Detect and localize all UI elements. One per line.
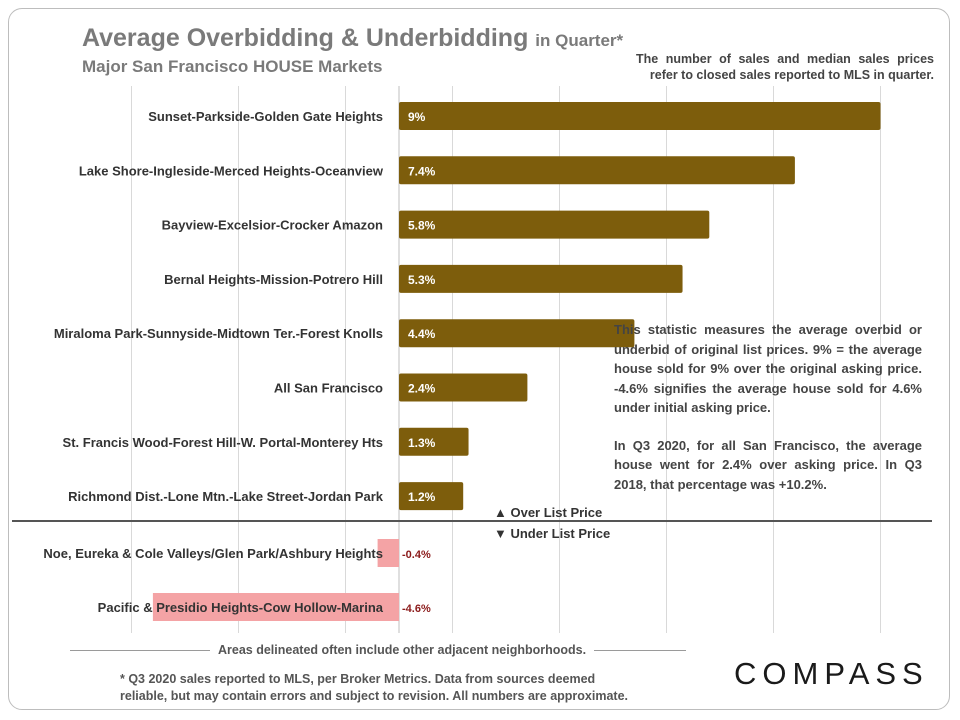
- data-label: 2.4%: [408, 382, 436, 396]
- bar: [399, 427, 469, 456]
- over-list-price-label: ▲ Over List Price: [494, 505, 602, 520]
- category-label: Bernal Heights-Mission-Potrero Hill: [164, 272, 383, 287]
- bar: [399, 156, 795, 185]
- bar: [399, 264, 683, 293]
- under-list-price-label: ▼ Under List Price: [494, 526, 610, 541]
- bar: [399, 210, 710, 239]
- title-main: Average Overbidding & Underbidding: [82, 24, 529, 52]
- source-note: * Q3 2020 sales reported to MLS, per Bro…: [120, 672, 629, 703]
- bar: [399, 102, 881, 130]
- areas-note: Areas delineated often include other adj…: [70, 643, 710, 657]
- category-label: All San Francisco: [274, 381, 383, 396]
- data-label: 1.3%: [408, 436, 436, 450]
- category-label: Miraloma Park-Sunnyside-Midtown Ter.-For…: [54, 326, 383, 341]
- chart-title: Average Overbidding & Underbidding in Qu…: [82, 24, 623, 53]
- title-suffix: in Quarter*: [535, 31, 624, 50]
- category-label: St. Francis Wood-Forest Hill-W. Portal-M…: [63, 435, 383, 450]
- footer-rule-left: [70, 649, 210, 651]
- category-label: Richmond Dist.-Lone Mtn.-Lake Street-Jor…: [68, 489, 384, 504]
- annotation-box: This statistic measures the average over…: [614, 320, 922, 512]
- category-label: Lake Shore-Ingleside-Merced Heights-Ocea…: [79, 163, 384, 178]
- compass-logo: COMPASS: [734, 656, 929, 691]
- category-label: Noe, Eureka & Cole Valleys/Glen Park/Ash…: [43, 546, 383, 561]
- sales-note: The number of sales and median sales pri…: [636, 52, 934, 82]
- bar: [152, 593, 399, 621]
- category-label: Sunset-Parkside-Golden Gate Heights: [148, 109, 383, 124]
- areas-note-text: Areas delineated often include other adj…: [218, 643, 587, 657]
- data-label: -0.4%: [402, 549, 431, 561]
- category-label: Pacific & Presidio Heights-Cow Hollow-Ma…: [98, 600, 384, 615]
- bar: [377, 539, 399, 567]
- annotation-para-1: This statistic measures the average over…: [614, 322, 922, 415]
- annotation-para-2: In Q3 2020, for all San Francisco, the a…: [614, 437, 922, 492]
- data-label: 9%: [408, 110, 426, 124]
- data-label: -4.6%: [402, 603, 431, 615]
- bar: [399, 482, 464, 511]
- data-label: 5.3%: [408, 273, 436, 287]
- chart-frame: [8, 8, 950, 710]
- category-label: Bayview-Excelsior-Crocker Amazon: [162, 218, 383, 233]
- bar: [399, 373, 528, 402]
- bar: [399, 319, 635, 348]
- footer-rule-right: [594, 649, 687, 651]
- data-label: 1.2%: [408, 490, 436, 504]
- chart-subtitle: Major San Francisco HOUSE Markets: [82, 57, 383, 76]
- data-label: 7.4%: [408, 164, 436, 178]
- data-label: 5.8%: [408, 219, 436, 233]
- data-label: 4.4%: [408, 327, 436, 341]
